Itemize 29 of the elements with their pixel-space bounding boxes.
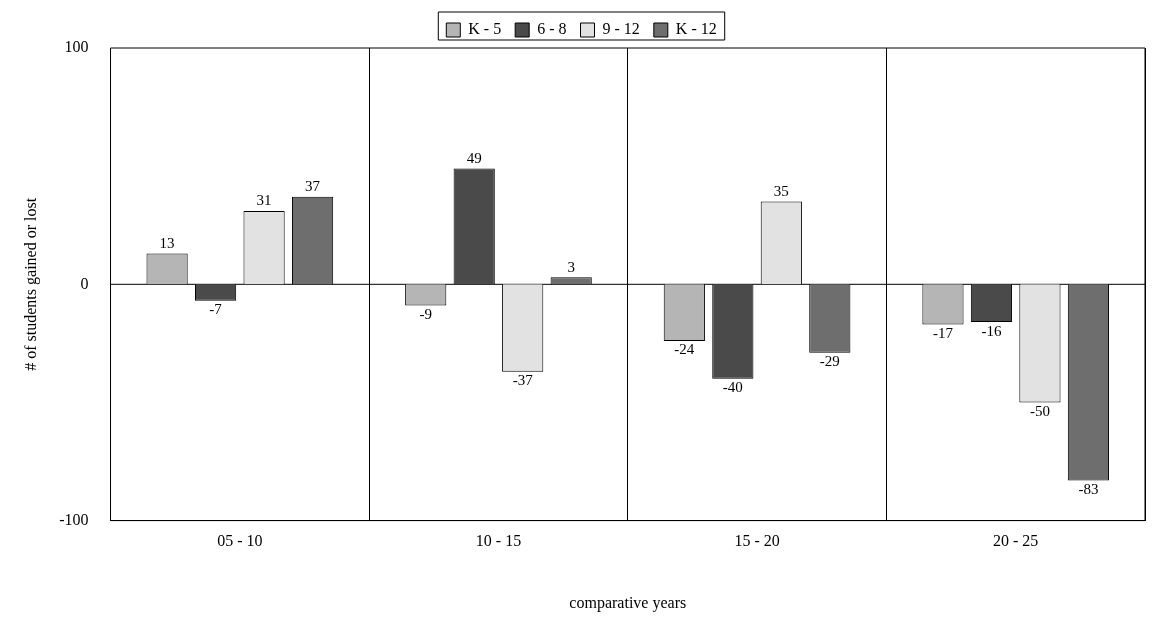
data-label: -16 <box>981 322 1002 339</box>
data-label: 31 <box>256 192 272 209</box>
data-label: 13 <box>159 235 175 252</box>
x-tick-label: 20 - 25 <box>993 532 1039 550</box>
data-label: 3 <box>567 258 575 275</box>
x-axis-title: comparative years <box>569 593 687 612</box>
data-label: -40 <box>722 379 743 396</box>
y-axis-title: # of students gained or lost <box>21 197 40 371</box>
data-label: -83 <box>1078 480 1099 497</box>
x-tick-label: 10 - 15 <box>475 532 522 550</box>
y-tick-label: 100 <box>64 38 89 56</box>
y-tick-label: 0 <box>80 274 89 292</box>
data-label: -37 <box>512 372 534 389</box>
legend-label: 6 - 8 <box>537 20 567 38</box>
data-label: -9 <box>419 306 432 322</box>
data-label: -7 <box>209 301 223 318</box>
data-label: -50 <box>1029 402 1050 419</box>
x-tick-label: 05 - 10 <box>217 532 263 550</box>
legend-label: 9 - 12 <box>602 20 640 38</box>
data-label: -24 <box>674 341 695 358</box>
data-label: 35 <box>773 183 789 200</box>
legend-label: K - 5 <box>468 20 502 38</box>
x-tick-label: 15 - 20 <box>734 532 780 550</box>
y-tick-label: -100 <box>59 510 89 528</box>
legend-label: K - 12 <box>675 20 717 38</box>
data-label: 49 <box>466 149 482 166</box>
data-label: 37 <box>305 178 321 195</box>
data-label: -29 <box>819 353 840 370</box>
data-label: -17 <box>932 324 954 341</box>
